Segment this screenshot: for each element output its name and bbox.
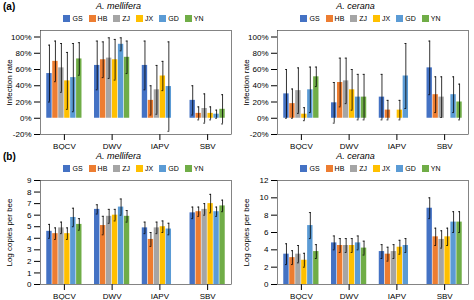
html-text:GS: GS <box>72 15 83 22</box>
html-text:YN: YN <box>430 165 441 172</box>
html-text:A. mellifera: A. mellifera <box>96 1 141 11</box>
html-text:JX: JX <box>145 15 154 22</box>
svg-text:SBV: SBV <box>437 142 454 150</box>
svg-text:BQCV: BQCV <box>290 142 313 150</box>
html-text:ZJ: ZJ <box>122 165 131 172</box>
svg-text:5: 5 <box>27 222 32 231</box>
svg-text:2: 2 <box>27 257 32 266</box>
svg-text:SBV: SBV <box>200 142 217 150</box>
svg-text:Log copies per bee: Log copies per bee <box>5 198 14 267</box>
svg-text:12: 12 <box>260 176 269 185</box>
html-text:HB: HB <box>334 15 345 22</box>
html-text:YN: YN <box>430 15 441 22</box>
svg-text:80%: 80% <box>15 49 31 58</box>
svg-text:IAPV: IAPV <box>151 292 170 300</box>
svg-text:40%: 40% <box>15 81 31 90</box>
svg-text:IAPV: IAPV <box>151 142 170 150</box>
svg-text:80%: 80% <box>252 49 268 58</box>
html-text:GS: GS <box>309 165 320 172</box>
svg-text:IAPV: IAPV <box>388 142 407 150</box>
html-text:GD: GD <box>168 15 179 22</box>
svg-text:20%: 20% <box>15 98 31 107</box>
html-text:(b): (b) <box>3 151 16 162</box>
html-text:ZJ: ZJ <box>359 15 368 22</box>
html-text:ZJ: ZJ <box>359 165 368 172</box>
html-text:GS: GS <box>72 165 83 172</box>
svg-text:7: 7 <box>27 199 32 208</box>
html-text:HB: HB <box>97 165 108 172</box>
html-text:(a): (a) <box>3 1 16 12</box>
svg-text:DWV: DWV <box>340 142 359 150</box>
svg-text:6: 6 <box>264 228 269 237</box>
svg-text:BQCV: BQCV <box>53 142 76 150</box>
svg-text:8: 8 <box>264 211 269 220</box>
html-text:JX: JX <box>382 165 391 172</box>
svg-text:100%: 100% <box>248 33 268 42</box>
html-text:GD: GD <box>405 15 416 22</box>
html-text:JX: JX <box>382 15 391 22</box>
svg-text:DWV: DWV <box>103 142 122 150</box>
svg-text:40%: 40% <box>252 81 268 90</box>
html-text:HB: HB <box>97 15 108 22</box>
svg-text:2: 2 <box>264 263 269 272</box>
svg-text:-20%: -20% <box>250 130 269 139</box>
svg-text:4: 4 <box>27 234 32 243</box>
svg-text:4: 4 <box>264 245 269 254</box>
html-text:A. cerana: A. cerana <box>336 1 375 11</box>
html-text:YN: YN <box>193 15 204 22</box>
svg-text:DWV: DWV <box>340 292 359 300</box>
svg-text:0%: 0% <box>257 114 269 123</box>
svg-text:8: 8 <box>27 188 32 197</box>
html-text:GS: GS <box>309 15 320 22</box>
html-text:ZJ: ZJ <box>122 15 131 22</box>
html-text:A. cerana: A. cerana <box>336 151 375 161</box>
svg-text:Infection rate: Infection rate <box>242 59 251 106</box>
svg-text:SBV: SBV <box>200 292 217 300</box>
svg-text:3: 3 <box>27 245 32 254</box>
svg-text:9: 9 <box>27 176 32 185</box>
html-text:A. mellifera: A. mellifera <box>96 151 141 161</box>
svg-text:BQCV: BQCV <box>290 292 313 300</box>
html-text:HB: HB <box>334 165 345 172</box>
html-text:GD: GD <box>168 165 179 172</box>
svg-text:BQCV: BQCV <box>53 292 76 300</box>
svg-text:DWV: DWV <box>103 292 122 300</box>
svg-text:0: 0 <box>264 280 269 289</box>
svg-text:1: 1 <box>27 269 32 278</box>
svg-text:IAPV: IAPV <box>388 292 407 300</box>
svg-text:0: 0 <box>27 280 32 289</box>
svg-text:-20%: -20% <box>13 130 32 139</box>
html-text:YN: YN <box>193 165 204 172</box>
svg-text:SBV: SBV <box>437 292 454 300</box>
svg-text:6: 6 <box>27 211 32 220</box>
svg-text:10: 10 <box>260 193 269 202</box>
svg-text:20%: 20% <box>252 98 268 107</box>
html-text:GD: GD <box>405 165 416 172</box>
svg-text:Infection rate: Infection rate <box>5 59 14 106</box>
svg-text:60%: 60% <box>252 65 268 74</box>
svg-text:Log copies per bee: Log copies per bee <box>242 198 251 267</box>
svg-text:0%: 0% <box>20 114 32 123</box>
html-text:JX: JX <box>145 165 154 172</box>
svg-text:60%: 60% <box>15 65 31 74</box>
svg-text:100%: 100% <box>11 33 31 42</box>
